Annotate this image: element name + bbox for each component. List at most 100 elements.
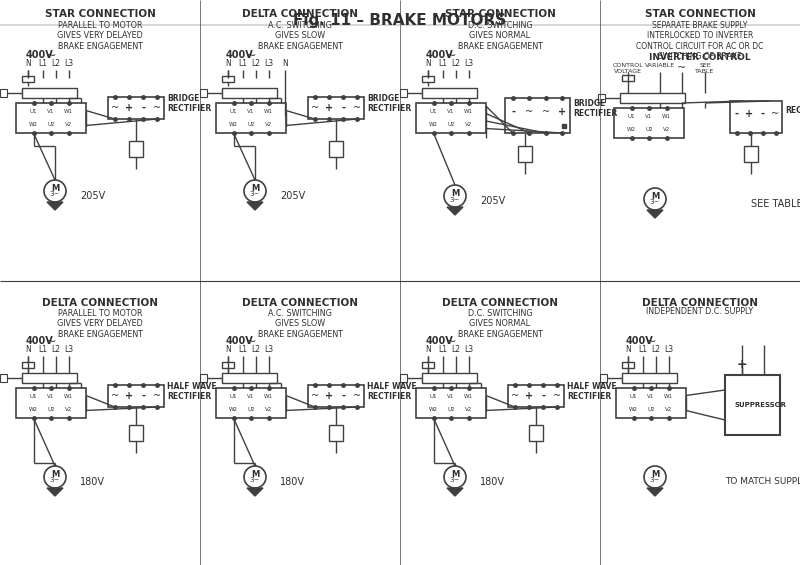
Text: 205V: 205V — [480, 196, 506, 206]
Text: M: M — [251, 470, 259, 479]
Text: V2: V2 — [663, 127, 670, 132]
Text: -: - — [541, 391, 545, 401]
Text: U2: U2 — [47, 122, 54, 127]
Polygon shape — [447, 207, 463, 215]
Text: N: N — [425, 345, 431, 354]
Text: M: M — [51, 470, 59, 479]
Text: L3: L3 — [465, 345, 474, 354]
Text: W2: W2 — [429, 122, 438, 127]
Text: A.C. SWITCHING
GIVES SLOW
BRAKE ENGAGEMENT: A.C. SWITCHING GIVES SLOW BRAKE ENGAGEME… — [258, 21, 342, 51]
Text: ~: ~ — [153, 391, 161, 401]
Text: A.C. SWITCHING
GIVES SLOW
BRAKE ENGAGEMENT: A.C. SWITCHING GIVES SLOW BRAKE ENGAGEME… — [258, 309, 342, 339]
Bar — [622, 373, 677, 383]
Bar — [108, 385, 164, 407]
Text: L2: L2 — [451, 59, 461, 68]
Text: U2: U2 — [247, 122, 254, 127]
Text: N: N — [25, 345, 31, 354]
Bar — [216, 388, 286, 418]
Text: U2: U2 — [647, 407, 654, 412]
Text: U2: U2 — [447, 407, 454, 412]
Text: V1: V1 — [447, 394, 454, 399]
Text: L2: L2 — [651, 345, 661, 354]
Text: ~: ~ — [353, 391, 361, 401]
Text: 180V: 180V — [280, 477, 305, 487]
Text: HALF WAVE
RECTIFIER: HALF WAVE RECTIFIER — [167, 382, 217, 401]
Text: RECTIFIER: RECTIFIER — [785, 106, 800, 115]
Bar — [622, 362, 634, 368]
Text: 3~: 3~ — [650, 199, 660, 206]
Text: W1: W1 — [264, 394, 273, 399]
Bar — [600, 374, 607, 382]
Text: 180V: 180V — [80, 477, 105, 487]
Text: U2: U2 — [646, 127, 653, 132]
Text: -: - — [141, 103, 145, 113]
Text: ~: ~ — [111, 391, 119, 401]
Text: L3: L3 — [665, 345, 674, 354]
Text: -: - — [734, 109, 738, 119]
Bar — [329, 141, 343, 157]
Text: 400V: 400V — [426, 50, 454, 60]
Text: ~: ~ — [678, 63, 686, 73]
Text: 400V: 400V — [226, 50, 254, 60]
Bar — [620, 93, 685, 103]
Text: V2: V2 — [265, 122, 272, 127]
Text: 400V: 400V — [426, 336, 454, 346]
Text: U1: U1 — [628, 114, 635, 119]
Text: U1: U1 — [30, 109, 38, 114]
Text: 400V: 400V — [226, 336, 254, 346]
Text: ~: ~ — [111, 103, 119, 113]
Text: 3~: 3~ — [250, 192, 260, 198]
Text: ~: ~ — [46, 49, 57, 62]
Text: ~: ~ — [771, 109, 779, 119]
Text: U2: U2 — [47, 407, 54, 412]
Text: N: N — [225, 59, 231, 68]
Text: V2: V2 — [465, 407, 472, 412]
Bar — [508, 385, 564, 407]
Text: L3: L3 — [65, 59, 74, 68]
Text: ~: ~ — [311, 103, 319, 113]
Text: +: + — [325, 391, 333, 401]
Text: V2: V2 — [265, 407, 272, 412]
Text: W2: W2 — [29, 407, 38, 412]
Text: N: N — [25, 59, 31, 68]
Text: -: - — [341, 391, 345, 401]
Text: L1: L1 — [238, 59, 247, 68]
Text: INDEPENDENT D.C. SUPPLY: INDEPENDENT D.C. SUPPLY — [646, 307, 754, 316]
Text: STAR CONNECTION: STAR CONNECTION — [45, 9, 155, 19]
Text: W2: W2 — [29, 122, 38, 127]
Text: L1: L1 — [38, 59, 47, 68]
Bar — [416, 388, 486, 418]
Text: L1: L1 — [438, 59, 447, 68]
Text: +: + — [736, 359, 747, 372]
Text: SEPARATE BRAKE SUPPLY
INTERLOCKED TO INVERTER
CONTROL CIRCUIT FOR AC OR DC
SWITC: SEPARATE BRAKE SUPPLY INTERLOCKED TO INV… — [636, 21, 764, 61]
Bar — [22, 88, 77, 98]
Polygon shape — [647, 488, 663, 496]
Text: U2: U2 — [447, 122, 454, 127]
Polygon shape — [447, 488, 463, 496]
Text: L1: L1 — [238, 345, 247, 354]
Bar — [529, 425, 543, 441]
Text: DELTA CONNECTION: DELTA CONNECTION — [242, 9, 358, 19]
Bar — [22, 373, 77, 383]
Text: V1: V1 — [646, 114, 653, 119]
Text: +: + — [558, 107, 566, 117]
Text: 3~: 3~ — [50, 477, 60, 484]
Text: V2: V2 — [465, 122, 472, 127]
Bar — [616, 388, 686, 418]
Bar — [725, 375, 780, 435]
Text: M: M — [651, 192, 659, 201]
Text: 400V: 400V — [626, 336, 654, 346]
Circle shape — [444, 466, 466, 488]
Text: W2: W2 — [627, 127, 636, 132]
Text: U2: U2 — [247, 407, 254, 412]
Text: W1: W1 — [662, 114, 671, 119]
Text: W2: W2 — [629, 407, 638, 412]
Text: W1: W1 — [64, 394, 73, 399]
Circle shape — [244, 466, 266, 488]
Text: L3: L3 — [65, 345, 74, 354]
Text: Fig. 11 – BRAKE MOTORS: Fig. 11 – BRAKE MOTORS — [294, 13, 506, 28]
Text: N: N — [625, 345, 631, 354]
Text: M: M — [251, 184, 259, 193]
Text: ~: ~ — [353, 103, 361, 113]
Text: M: M — [51, 184, 59, 193]
